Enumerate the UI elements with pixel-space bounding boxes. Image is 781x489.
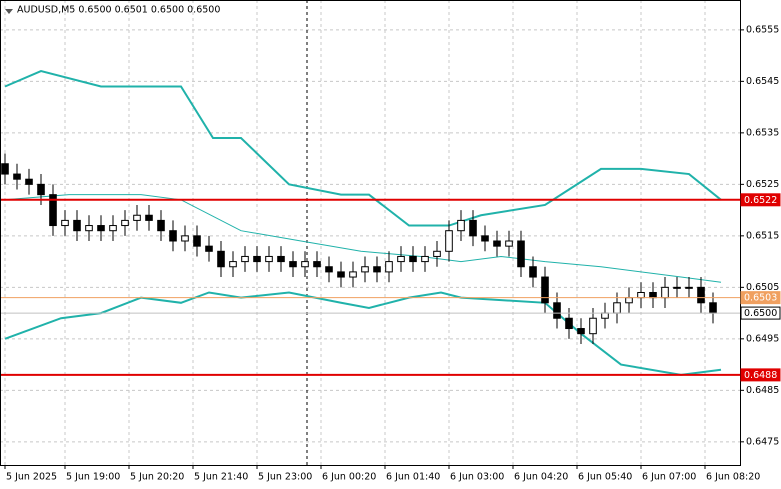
candle-body [13,173,21,180]
y-tick-label: 0.6505 [746,282,779,293]
band-line [4,291,722,376]
y-tick-label: 0.6475 [746,436,779,447]
candle-body [541,276,549,304]
candle-body [85,225,93,232]
candle-body [637,291,645,299]
candle-body [517,240,525,268]
x-tick-label: 6 Jun 07:00 [642,472,696,483]
chart-title: AUDUSD,M5 0.6500 0.6501 0.6500 0.6500 [17,5,220,16]
x-tick-label: 5 Jun 20:20 [130,472,184,483]
candle-body [301,261,309,268]
candle-body [409,255,417,263]
x-tick-label: 6 Jun 05:40 [578,472,632,483]
candle-body [325,266,333,273]
candle-body [109,225,117,232]
candle-body [673,286,681,289]
candle-body [661,286,669,299]
candle-body [193,235,201,247]
x-tick-label: 6 Jun 04:20 [514,472,568,483]
candle-body [709,302,717,314]
x-tick-label: 5 Jun 23:00 [258,472,312,483]
candle-body [97,225,105,232]
candle-body [253,255,261,263]
candle-body [493,240,501,247]
candle-body [157,219,165,232]
candle-body [469,219,477,237]
candle-body [337,271,345,278]
x-tick-label: 5 Jun 2025 [6,472,57,483]
y-tick-label: 0.6525 [746,179,779,190]
price-label-bg [740,368,781,382]
candle-body [373,266,381,273]
candle-body [445,230,453,252]
y-tick-label: 0.6545 [746,76,779,87]
candle-body [589,317,597,335]
candle-body [205,245,213,252]
candle-body [181,235,189,242]
candle-body [133,214,141,221]
candle-body [421,255,429,263]
candle-body [577,328,585,335]
candle-body [361,266,369,273]
y-tick-label: 0.6555 [746,24,779,35]
candle-body [433,250,441,257]
y-tick-label: 0.6535 [746,127,779,138]
price-label-bg [740,306,781,320]
plot-frame [0,0,741,466]
candle-body [73,219,81,232]
candle-body [601,312,609,319]
candle-body [397,255,405,263]
candle-body [649,291,657,299]
candle-body [625,297,633,304]
candle-body [697,286,705,304]
candle-body [457,219,465,232]
candle-body [49,194,57,227]
candle-body [229,261,237,268]
candle-body [265,255,273,263]
title-icon [5,9,13,14]
candle-body [145,214,153,221]
y-tick-label: 0.6515 [746,230,779,241]
y-tick-label: 0.6485 [746,385,779,396]
x-tick-label: 6 Jun 00:20 [322,472,376,483]
candle-body [553,302,561,319]
price-label: 0.6503 [744,293,777,304]
candle-body [241,255,249,263]
candle-body [349,271,357,278]
price-label-bg [740,193,781,207]
candle-body [385,261,393,273]
candle-body [61,219,69,227]
x-tick-label: 5 Jun 21:40 [194,472,248,483]
price-label: 0.6500 [744,308,777,319]
axes: 0.6555 0.6545 0.6535 0.6525 0.6515 0.6505 0.64… [4,24,781,483]
y-tick-label: 0.6495 [746,333,779,344]
x-tick-label: 6 Jun 01:40 [386,472,440,483]
candle-body [289,261,297,268]
plot [0,70,740,376]
candle-body [685,286,693,289]
candle-body [37,183,45,196]
candle-body [481,235,489,242]
x-tick-label: 6 Jun 08:20 [706,472,760,483]
candle-body [217,250,225,268]
candle-body [169,230,177,242]
price-label-bg [740,291,781,305]
candle-body [565,317,573,330]
candle-body [529,266,537,278]
band-line [4,70,722,227]
candle-body [613,302,621,314]
x-tick-label: 5 Jun 19:00 [66,472,120,483]
x-tick-label: 6 Jun 03:00 [450,472,504,483]
candle-body [277,255,285,263]
price-label: 0.6522 [744,195,777,206]
candle-body [313,261,321,268]
candle-body [1,163,9,175]
price-label: 0.6488 [744,370,777,381]
candle-body [121,219,129,227]
candle-body [25,178,33,185]
candle-body [505,240,513,247]
band-line [4,194,722,283]
